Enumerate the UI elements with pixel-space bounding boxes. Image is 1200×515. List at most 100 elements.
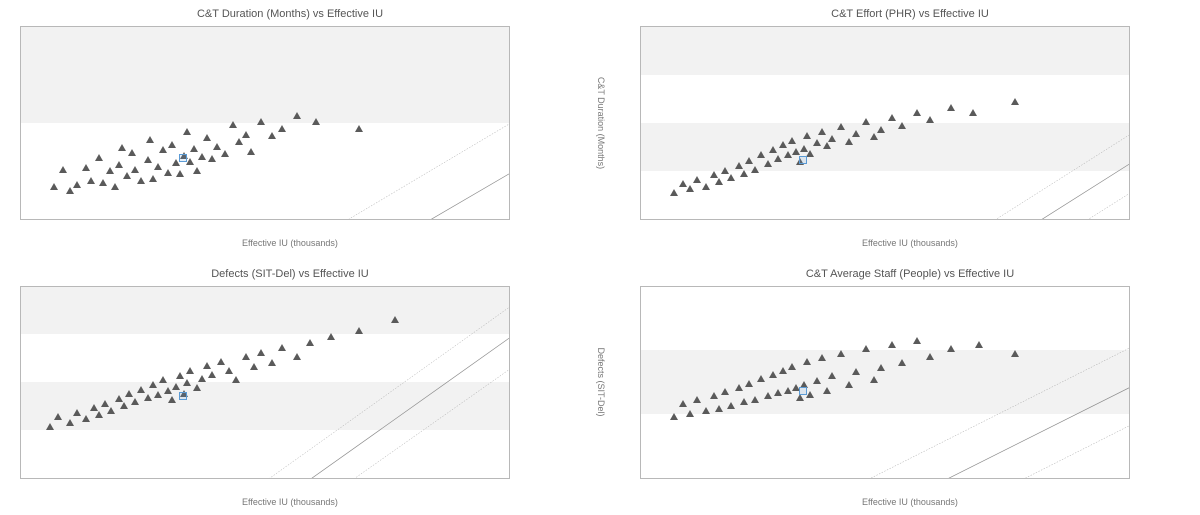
data-point — [293, 112, 301, 119]
data-point — [774, 155, 782, 162]
data-point — [115, 395, 123, 402]
highlight-point — [799, 156, 807, 164]
data-point — [149, 381, 157, 388]
panel-effort: C&T Effort (PHR) vs Effective IU 0.11101… — [640, 8, 1180, 248]
data-point — [888, 341, 896, 348]
data-point — [715, 405, 723, 412]
data-point — [757, 375, 765, 382]
data-point — [898, 122, 906, 129]
data-point — [125, 390, 133, 397]
data-point — [913, 109, 921, 116]
data-point — [101, 400, 109, 407]
data-point — [870, 376, 878, 383]
data-point — [50, 183, 58, 190]
data-point — [144, 394, 152, 401]
highlight-point — [179, 392, 187, 400]
data-point — [788, 137, 796, 144]
data-point — [146, 136, 154, 143]
data-point — [888, 114, 896, 121]
data-point — [813, 139, 821, 146]
data-point — [144, 156, 152, 163]
data-point — [131, 398, 139, 405]
data-point — [693, 176, 701, 183]
data-point — [355, 327, 363, 334]
data-point — [828, 135, 836, 142]
data-point — [391, 316, 399, 323]
data-point — [926, 116, 934, 123]
data-point — [312, 118, 320, 125]
data-point — [806, 150, 814, 157]
data-point — [232, 376, 240, 383]
data-point — [764, 160, 772, 167]
data-point — [898, 359, 906, 366]
data-point — [278, 125, 286, 132]
data-point — [306, 339, 314, 346]
data-point — [355, 125, 363, 132]
data-point — [806, 391, 814, 398]
data-point — [242, 353, 250, 360]
chart-wrap: 110100 0.1110100 C&T Duration (Months) — [20, 26, 560, 220]
plot-area: 0.11101001,000 0.1110100 — [20, 286, 510, 480]
data-point — [213, 143, 221, 150]
data-point — [727, 402, 735, 409]
data-point — [278, 344, 286, 351]
data-point — [715, 178, 723, 185]
data-point — [803, 358, 811, 365]
data-point — [186, 158, 194, 165]
data-point — [203, 362, 211, 369]
data-point — [137, 386, 145, 393]
chart-wrap: 0.11101001,000 0.1110100 C&T Effort (PHR… — [640, 26, 1180, 220]
panel-duration: C&T Duration (Months) vs Effective IU 11… — [20, 8, 560, 248]
data-point — [66, 187, 74, 194]
data-point — [877, 364, 885, 371]
data-point — [149, 175, 157, 182]
data-point — [257, 118, 265, 125]
data-point — [862, 118, 870, 125]
data-point — [735, 162, 743, 169]
chart-grid: C&T Duration (Months) vs Effective IU 11… — [20, 8, 1180, 507]
data-point — [198, 375, 206, 382]
data-point — [686, 410, 694, 417]
data-point — [727, 174, 735, 181]
data-point — [82, 415, 90, 422]
data-point — [193, 167, 201, 174]
data-point — [779, 141, 787, 148]
data-point — [73, 181, 81, 188]
data-point — [702, 407, 710, 414]
data-point — [225, 367, 233, 374]
data-point — [803, 132, 811, 139]
data-point — [54, 413, 62, 420]
data-point — [870, 133, 878, 140]
x-axis-label: Effective IU (thousands) — [242, 238, 338, 248]
x-axis-label: Effective IU (thousands) — [862, 497, 958, 507]
data-point — [82, 164, 90, 171]
chart-wrap: 0.1110100 0.1110100 C&T Average Staff (P… — [640, 286, 1180, 480]
data-point — [702, 183, 710, 190]
data-point — [164, 387, 172, 394]
data-point — [852, 130, 860, 137]
data-point — [774, 389, 782, 396]
data-point — [198, 153, 206, 160]
data-point — [852, 368, 860, 375]
data-point — [710, 392, 718, 399]
data-point — [828, 372, 836, 379]
data-point — [721, 388, 729, 395]
data-point — [221, 150, 229, 157]
data-point — [327, 333, 335, 340]
data-point — [242, 131, 250, 138]
y-axis-label: Defects (SIT-Del) — [596, 348, 606, 417]
data-point — [168, 141, 176, 148]
data-point — [745, 157, 753, 164]
data-point — [837, 123, 845, 130]
data-point — [247, 148, 255, 155]
data-point — [926, 353, 934, 360]
data-point — [686, 185, 694, 192]
data-point — [183, 128, 191, 135]
data-point — [745, 380, 753, 387]
data-point — [120, 402, 128, 409]
data-point — [235, 138, 243, 145]
data-point — [159, 376, 167, 383]
grid-band — [21, 27, 509, 123]
data-point — [837, 350, 845, 357]
highlight-point — [799, 387, 807, 395]
